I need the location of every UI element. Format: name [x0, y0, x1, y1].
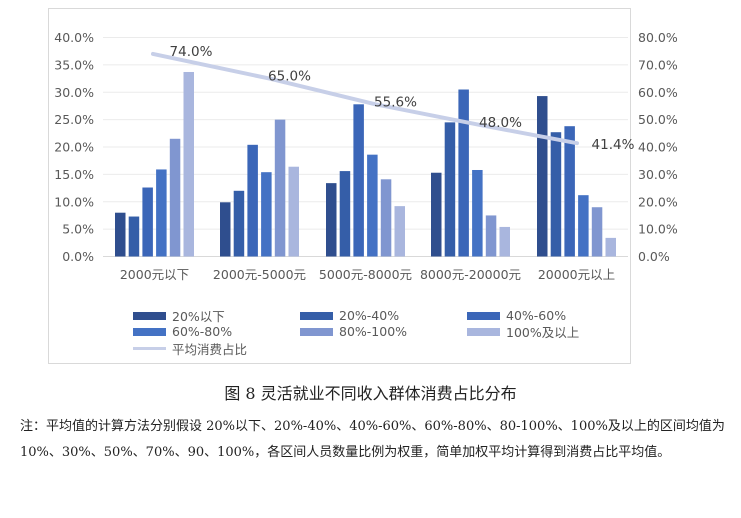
left-tick-label: 15.0%: [54, 167, 94, 182]
figure-note: 注：平均值的计算方法分别假设 20%以下、20%-40%、40%-60%、60%…: [20, 419, 725, 460]
bar: [564, 126, 575, 257]
x-category-label: 8000元-20000元: [420, 267, 521, 282]
line-data-label: 41.4%: [592, 137, 635, 153]
legend-swatch: [300, 327, 333, 336]
bar: [220, 202, 231, 257]
bar: [183, 71, 194, 257]
legend-item-20-40: 20%-40%: [300, 308, 399, 323]
legend-line-swatch: [133, 347, 166, 350]
left-tick-label: 30.0%: [54, 85, 94, 100]
gridlines: [103, 37, 628, 257]
average-line-path: [151, 51, 579, 146]
bar: [169, 138, 181, 257]
line-data-label: 55.6%: [374, 94, 417, 110]
right-tick-label: 0.0%: [638, 249, 670, 264]
legend-swatch: [300, 311, 333, 320]
line-data-label: 48.0%: [479, 115, 522, 131]
right-tick-label: 10.0%: [638, 222, 678, 237]
left-tick-label: 35.0%: [54, 57, 94, 72]
bar: [353, 104, 364, 257]
legend-item-100-above: 100%及以上: [467, 324, 579, 340]
left-tick-label: 20.0%: [54, 140, 94, 155]
left-axis-ticks: 0.0% 5.0% 10.0% 15.0% 20.0% 25.0% 30.0% 35.0% 40…: [54, 30, 94, 264]
chart-plot: 0.0% 5.0% 10.0% 15.0% 20.0% 25.0% 30.0% 35.0% 40…: [54, 30, 678, 282]
right-tick-label: 70.0%: [638, 57, 678, 72]
bar: [156, 169, 167, 257]
left-tick-label: 40.0%: [54, 30, 94, 45]
legend-item-below-20: 20%以下: [133, 308, 225, 324]
bar: [458, 89, 469, 257]
line-data-label: 65.0%: [268, 69, 311, 85]
bar: [444, 122, 456, 257]
bar: [394, 206, 405, 257]
right-tick-label: 20.0%: [638, 194, 678, 209]
bar-series: [115, 71, 616, 257]
left-tick-label: 10.0%: [54, 194, 94, 209]
right-tick-label: 50.0%: [638, 112, 678, 127]
average-line: 74.0% 65.0% 55.6% 48.0% 41.4%: [151, 44, 635, 153]
bar: [550, 132, 562, 257]
right-axis-ticks: 0.0% 10.0% 20.0% 30.0% 40.0% 50.0% 60.0% 70.0% 8…: [638, 30, 678, 264]
x-category-label: 5000元-8000元: [319, 267, 412, 282]
bar: [367, 154, 378, 257]
legend-item-40-60: 40%-60%: [467, 308, 566, 323]
right-tick-label: 40.0%: [638, 140, 678, 155]
right-tick-label: 60.0%: [638, 85, 678, 100]
chart-frame: [48, 8, 631, 364]
bar: [537, 96, 548, 257]
bar: [605, 237, 616, 257]
bar: [485, 215, 497, 257]
left-tick-label: 5.0%: [62, 222, 94, 237]
bar: [326, 183, 337, 257]
bar: [142, 187, 153, 257]
bar: [115, 212, 126, 257]
legend-swatch: [467, 311, 500, 320]
bar: [578, 195, 589, 257]
x-category-label: 2000元-5000元: [213, 267, 306, 282]
bar: [274, 119, 286, 257]
left-tick-label: 0.0%: [62, 249, 94, 264]
legend-item-average: 平均消费占比: [133, 341, 247, 357]
figure-caption: 图 8 灵活就业不同收入群体消费占比分布: [224, 384, 517, 403]
bar: [339, 171, 351, 257]
legend-swatch: [133, 327, 166, 336]
bar: [261, 172, 272, 257]
left-tick-label: 25.0%: [54, 112, 94, 127]
legend-swatch: [467, 327, 500, 336]
bar: [128, 216, 140, 257]
x-category-label: 2000元以下: [120, 267, 189, 282]
bar: [499, 226, 510, 257]
legend-item-60-80: 60%-80%: [133, 324, 232, 339]
x-axis-categories: 2000元以下 2000元-5000元 5000元-8000元 8000元-20000…: [120, 267, 615, 282]
bar: [247, 144, 258, 257]
right-tick-label: 80.0%: [638, 30, 678, 45]
right-tick-label: 30.0%: [638, 167, 678, 182]
x-category-label: 20000元以上: [538, 267, 615, 282]
bar: [288, 166, 299, 257]
legend-item-80-100: 80%-100%: [300, 324, 407, 339]
bar: [233, 190, 245, 257]
bar: [431, 172, 442, 257]
line-data-label: 74.0%: [170, 44, 213, 60]
bar: [380, 179, 392, 257]
bar: [591, 207, 603, 257]
legend-swatch: [133, 311, 166, 320]
bar: [472, 169, 483, 257]
